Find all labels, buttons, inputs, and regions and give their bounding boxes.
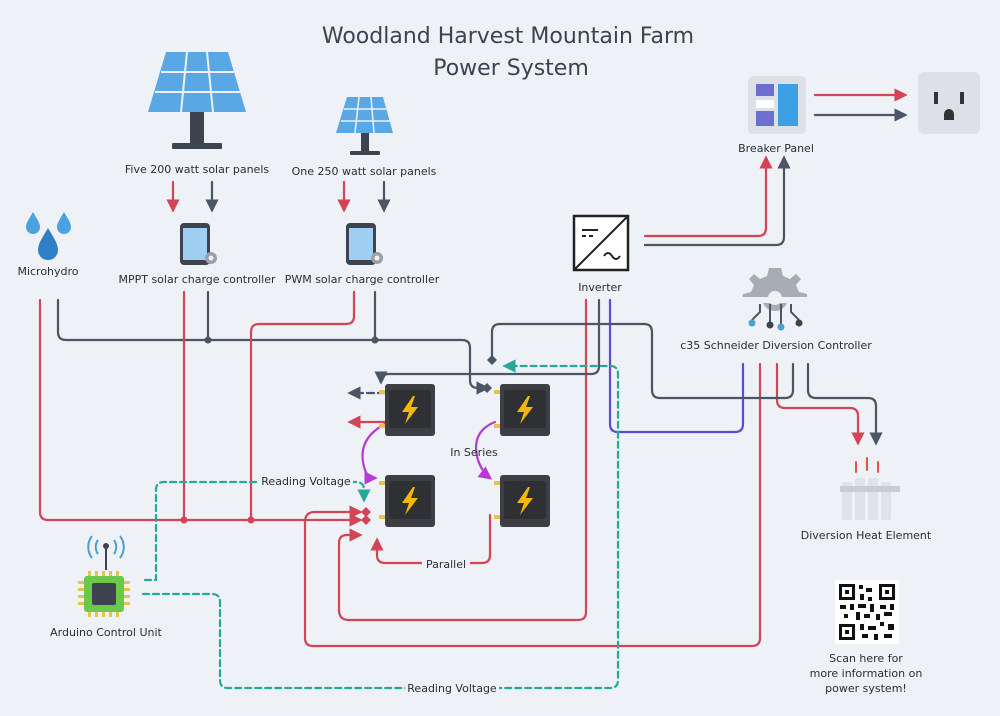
label-diversion-heat: Diversion Heat Element (801, 529, 932, 542)
water-drops-icon (26, 212, 71, 260)
connector-diamond (361, 507, 371, 517)
junction-dot (247, 516, 255, 524)
wire-series-link-left (361, 422, 387, 485)
wire-inverter-positive (337, 298, 588, 622)
label-in-series: In Series (450, 446, 498, 459)
inverter-icon (572, 214, 630, 272)
wire-diversion-positive (303, 362, 762, 648)
wire-inverter-to-diversion (608, 298, 745, 434)
solar-panel-icon (148, 51, 246, 149)
heater-icon (840, 457, 900, 520)
diagram-title-line2: Power System (433, 56, 589, 81)
phone-controller-icon (346, 223, 383, 265)
outlet-icon (918, 72, 980, 134)
label-parallel: Parallel (426, 558, 466, 571)
battery-icon (494, 384, 550, 436)
battery-icon (379, 475, 435, 527)
solar-panel-icon (336, 96, 393, 155)
label-microhydro: Microhydro (17, 265, 78, 278)
wire-diversion-heat-positive (775, 362, 865, 446)
wire-inverter-breaker-positive (643, 155, 773, 238)
wire-diversion-negative (490, 322, 795, 400)
qr-code-icon (835, 580, 899, 644)
qr-caption-line1: Scan here for (829, 652, 903, 665)
connector-diamond (361, 515, 371, 525)
gear-circuit-icon (742, 268, 808, 331)
phone-controller-icon (180, 223, 217, 265)
wire-reading-voltage-top (143, 480, 371, 582)
label-diversion-controller: c35 Schneider Diversion Controller (680, 339, 872, 352)
wire-microhydro-negative (56, 298, 490, 395)
breaker-panel-icon (748, 76, 806, 134)
label-reading-voltage-top: Reading Voltage (261, 475, 351, 488)
label-mppt: MPPT solar charge controller (118, 273, 276, 286)
wire-series-link-right (474, 420, 497, 480)
wire-diversion-heat-negative (806, 362, 883, 446)
junction-dot (180, 516, 188, 524)
label-breaker-panel: Breaker Panel (738, 142, 814, 155)
connector-diamond (482, 383, 492, 393)
wire-pwm-positive (249, 290, 356, 522)
qr-caption-line2: more information on (810, 667, 923, 680)
label-inverter: Inverter (578, 281, 622, 294)
battery-icon (494, 475, 550, 527)
label-one-panel: One 250 watt solar panels (292, 165, 437, 178)
wire-inverter-breaker-negative (643, 155, 791, 247)
chip-icon (78, 535, 130, 617)
label-arduino: Arduino Control Unit (50, 626, 162, 639)
wire-inverter-negative (374, 298, 601, 385)
qr-caption-line3: power system! (825, 682, 907, 695)
battery-icon (379, 384, 435, 436)
label-pwm: PWM solar charge controller (285, 273, 440, 286)
label-reading-voltage-bottom: Reading Voltage (407, 682, 497, 695)
diagram-title-line1: Woodland Harvest Mountain Farm (322, 24, 694, 49)
label-five-panels: Five 200 watt solar panels (125, 163, 270, 176)
wire-microhydro-positive (38, 298, 363, 527)
connector-diamond (487, 355, 497, 365)
